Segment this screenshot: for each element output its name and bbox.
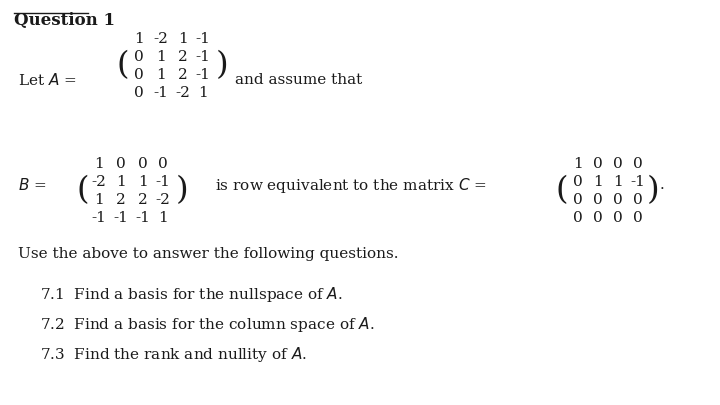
Text: 1: 1 [138,175,148,189]
Text: 0: 0 [633,192,643,207]
Text: ): ) [176,175,189,206]
Text: 7.2  Find a basis for the column space of $A$.: 7.2 Find a basis for the column space of… [40,314,374,333]
Text: 0: 0 [573,192,583,207]
Text: 0: 0 [593,157,603,171]
Text: 0: 0 [116,157,126,171]
Text: -2: -2 [176,86,190,100]
Text: 0: 0 [573,175,583,189]
Text: -2: -2 [91,175,107,189]
Text: (: ( [556,175,568,206]
Text: -2: -2 [156,192,171,207]
Text: 1: 1 [178,32,188,46]
Text: 0: 0 [134,50,144,64]
Text: 2: 2 [116,192,126,207]
Text: -1: -1 [196,50,210,64]
Text: ): ) [647,175,660,206]
Text: 1: 1 [156,50,166,64]
Text: -1: -1 [631,175,645,189]
Text: -1: -1 [153,86,168,100]
Text: -1: -1 [156,175,171,189]
Text: 0: 0 [134,68,144,82]
Text: 7.3  Find the rank and nullity of $A$.: 7.3 Find the rank and nullity of $A$. [40,344,307,363]
Text: is row equivalent to the matrix $C$ =: is row equivalent to the matrix $C$ = [215,175,487,194]
Text: 1: 1 [613,175,623,189]
Text: (: ( [77,175,89,206]
Text: 0: 0 [138,157,148,171]
Text: 1: 1 [198,86,208,100]
Text: -1: -1 [91,211,107,224]
Text: $B$ =: $B$ = [18,177,46,192]
Text: 1: 1 [116,175,126,189]
Text: 1: 1 [573,157,583,171]
Text: -1: -1 [196,68,210,82]
Text: -2: -2 [153,32,168,46]
Text: -1: -1 [135,211,150,224]
Text: 0: 0 [613,192,623,207]
Text: -1: -1 [114,211,128,224]
Text: .: . [660,177,665,192]
Text: 0: 0 [593,211,603,224]
Text: Use the above to answer the following questions.: Use the above to answer the following qu… [18,246,398,260]
Text: 0: 0 [633,211,643,224]
Text: 1: 1 [593,175,603,189]
Text: 1: 1 [158,211,168,224]
Text: Question 1: Question 1 [14,12,115,29]
Text: 1: 1 [134,32,144,46]
Text: 1: 1 [94,157,104,171]
Text: 0: 0 [633,157,643,171]
Text: (: ( [117,50,130,81]
Text: 0: 0 [613,211,623,224]
Text: 2: 2 [138,192,148,207]
Text: ): ) [216,50,228,81]
Text: 0: 0 [593,192,603,207]
Text: 7.1  Find a basis for the nullspace of $A$.: 7.1 Find a basis for the nullspace of $A… [40,284,343,303]
Text: 2: 2 [178,50,188,64]
Text: 1: 1 [94,192,104,207]
Text: 0: 0 [613,157,623,171]
Text: and assume that: and assume that [235,73,362,87]
Text: 0: 0 [158,157,168,171]
Text: 0: 0 [573,211,583,224]
Text: -1: -1 [196,32,210,46]
Text: 0: 0 [134,86,144,100]
Text: Let $A$ =: Let $A$ = [18,72,76,88]
Text: 2: 2 [178,68,188,82]
Text: 1: 1 [156,68,166,82]
